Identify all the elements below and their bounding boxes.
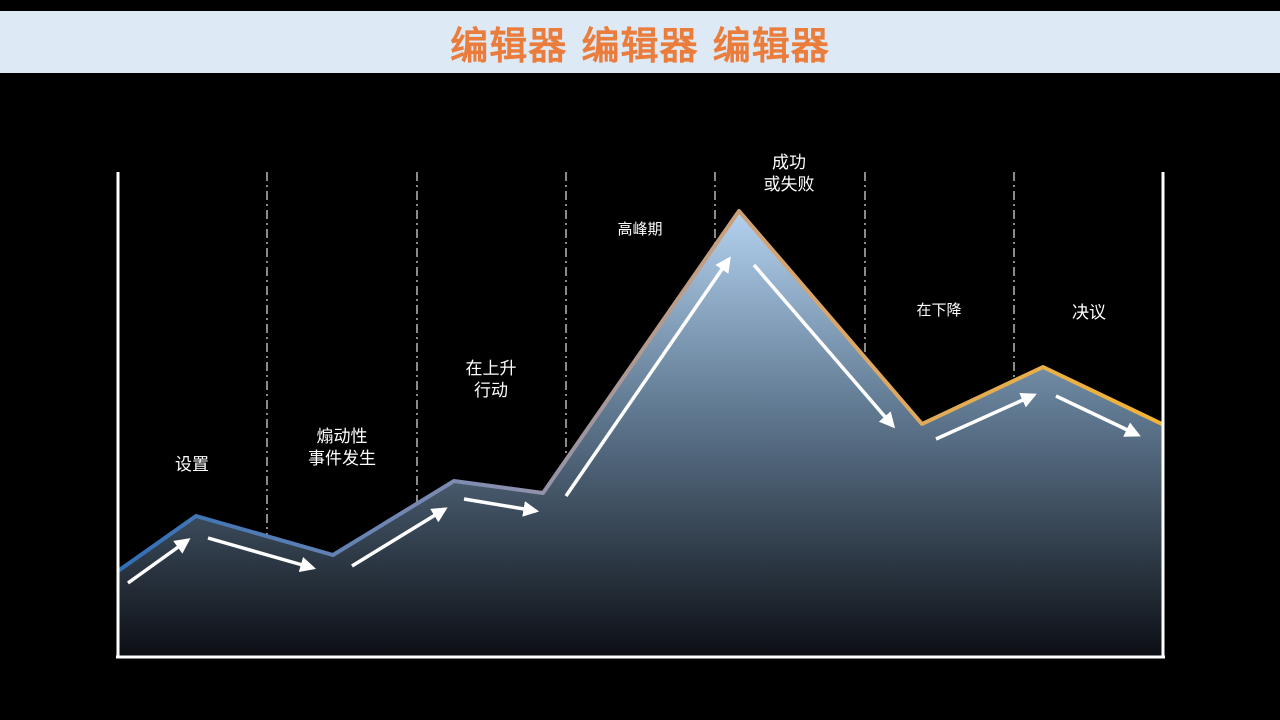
direction-arrow	[935, 392, 1037, 441]
stage-label-line: 在下降	[916, 301, 961, 319]
stage-label-line: 事件发生	[308, 449, 376, 469]
direction-arrow	[126, 538, 191, 585]
stage-label: 在下降	[916, 301, 961, 319]
title-banner: 编辑器 编辑器 编辑器	[0, 11, 1280, 73]
direction-arrow	[564, 256, 731, 497]
stage-label: 决议	[1072, 303, 1106, 323]
direction-arrow	[351, 507, 448, 568]
slide-title: 编辑器 编辑器 编辑器	[450, 23, 830, 68]
top-strip	[0, 0, 1280, 11]
story-arc-line	[116, 209, 1163, 573]
stage-label-line: 行动	[474, 381, 508, 401]
stage-label: 设置	[175, 455, 209, 475]
stage-label: 煽动性事件发生	[308, 427, 376, 469]
stage-label-line: 在上升	[466, 359, 517, 379]
stage-label-line: 或失败	[764, 175, 815, 195]
stage-label-line: 设置	[175, 455, 209, 475]
stage-label-line: 煽动性	[317, 427, 368, 447]
story-area-fill	[118, 211, 1162, 657]
direction-arrow	[463, 497, 540, 517]
stage-label: 高峰期	[617, 220, 662, 238]
stage-label: 在上升行动	[466, 359, 517, 401]
direction-arrow	[1055, 394, 1141, 437]
stage-label: 成功或失败	[764, 153, 815, 195]
direction-arrow	[752, 263, 896, 429]
stage-label-line: 成功	[772, 153, 806, 173]
direction-arrows	[126, 256, 1141, 585]
stage-label-line: 高峰期	[617, 220, 662, 238]
direction-arrow	[207, 536, 317, 573]
stage-label-line: 决议	[1072, 303, 1106, 323]
